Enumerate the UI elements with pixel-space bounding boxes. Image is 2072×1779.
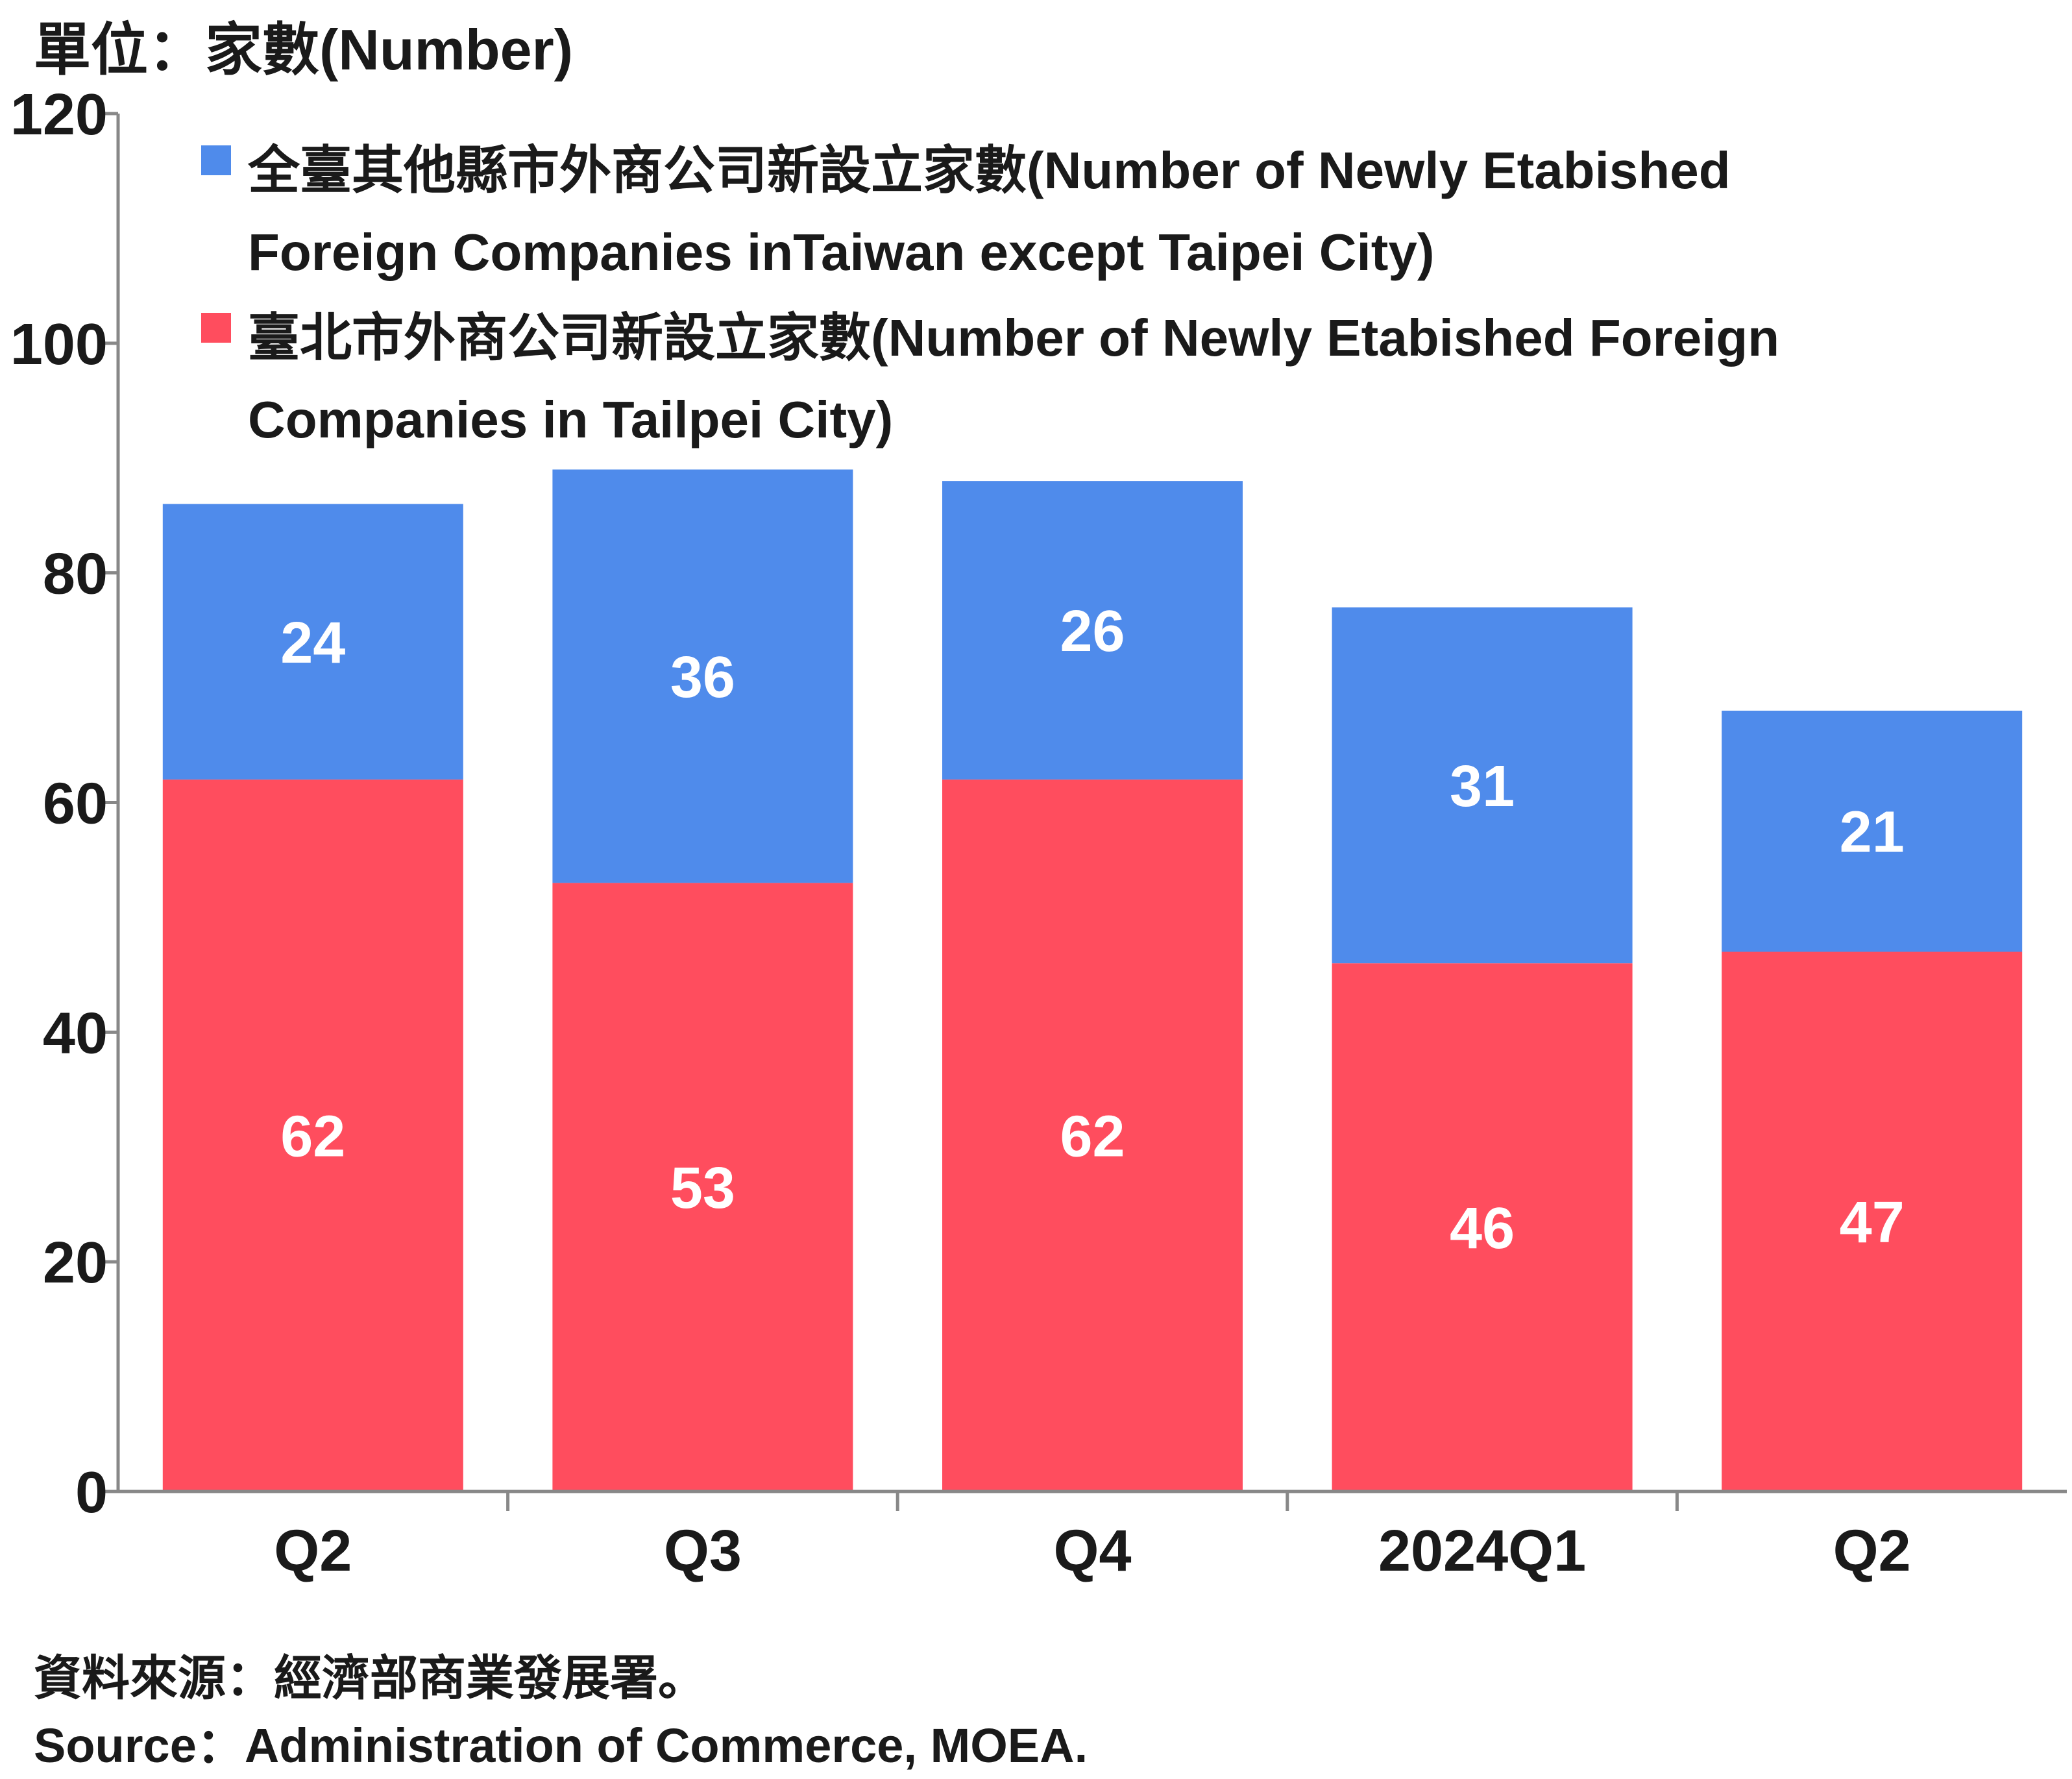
y-tick-label-100: 100 xyxy=(10,312,108,377)
legend-label-other-line1: 全臺其他縣市外商公司新設立家數(Number of Newly Etabishe… xyxy=(248,141,1731,199)
data-label-other-2: 36 xyxy=(670,645,735,710)
x-tick-label-5: Q2 xyxy=(1833,1519,1911,1584)
bar-taipei-2 xyxy=(552,883,853,1491)
y-tick-label-0: 0 xyxy=(75,1460,108,1525)
legend-swatch-taipei xyxy=(201,313,231,343)
data-label-taipei-1: 62 xyxy=(280,1105,345,1170)
bar-other-1 xyxy=(162,504,463,780)
bar-other-4 xyxy=(1332,607,1633,964)
data-label-taipei-2: 53 xyxy=(670,1156,735,1221)
x-tick-label-3: Q4 xyxy=(1053,1519,1131,1584)
data-label-other-3: 26 xyxy=(1060,599,1125,664)
data-label-taipei-5: 47 xyxy=(1840,1190,1905,1255)
data-label-other-1: 24 xyxy=(280,611,345,676)
bar-other-3 xyxy=(942,481,1243,780)
y-tick-label-60: 60 xyxy=(43,772,108,837)
legend-label-taipei-line2: Companies in Tailpei City) xyxy=(248,391,894,448)
y-tick-label-80: 80 xyxy=(43,542,108,607)
bar-other-5 xyxy=(1722,710,2023,952)
data-label-other-4: 31 xyxy=(1450,754,1515,819)
y-tick-label-40: 40 xyxy=(43,1001,108,1066)
source-en: Source：Administration of Commerce, MOEA. xyxy=(34,1719,1088,1773)
y-tick-label-20: 20 xyxy=(43,1231,108,1295)
bar-taipei-4 xyxy=(1332,963,1633,1491)
data-label-taipei-3: 62 xyxy=(1060,1105,1125,1170)
data-label-taipei-4: 46 xyxy=(1450,1196,1515,1261)
bars-group: 62 24 53 36 62 26 46 31 47 21 xyxy=(162,469,2023,1491)
data-label-other-5: 21 xyxy=(1840,800,1905,865)
x-tick-label-1: Q2 xyxy=(274,1519,352,1584)
source-zh: 資料來源：經濟部商業發展署。 xyxy=(34,1651,706,1705)
bar-taipei-5 xyxy=(1722,951,2023,1491)
axes-group: Q2 Q3 Q4 2024Q1 Q2 0 20 40 60 80 100 120 xyxy=(10,82,2067,1584)
x-tick-label-2: Q3 xyxy=(664,1519,742,1584)
x-tick-label-4: 2024Q1 xyxy=(1378,1519,1586,1584)
legend-swatch-other xyxy=(201,145,231,175)
legend-label-other-line2: Foreign Companies inTaiwan except Taipei… xyxy=(248,223,1435,281)
unit-label: 單位：家數(Number) xyxy=(34,18,574,82)
bar-taipei-1 xyxy=(162,779,463,1491)
legend-label-taipei-line1: 臺北市外商公司新設立家數(Number of Newly Etabished F… xyxy=(248,309,1780,367)
y-tick-label-120: 120 xyxy=(10,82,108,147)
bar-taipei-3 xyxy=(942,779,1243,1491)
bar-other-2 xyxy=(552,469,853,883)
